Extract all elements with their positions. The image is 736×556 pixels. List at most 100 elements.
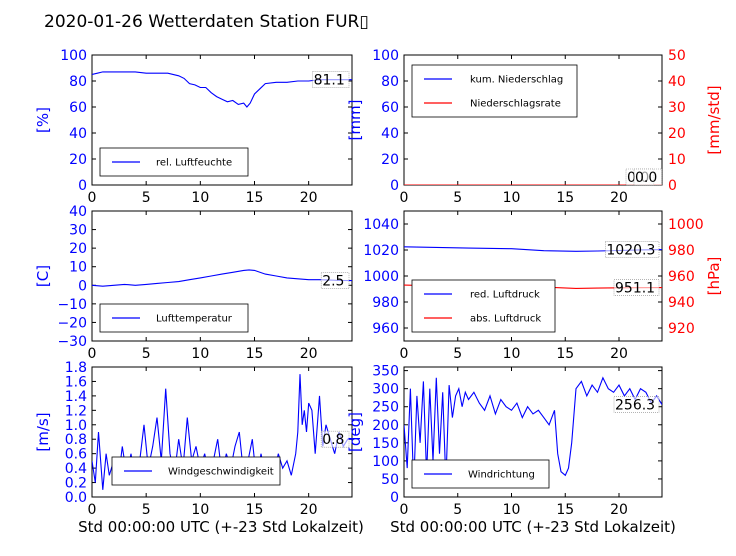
y-tick-label: 1.4 — [65, 389, 87, 405]
x-tick-label: 0 — [400, 346, 409, 362]
y-axis-label: [mm] — [346, 100, 364, 141]
y-tick-label: 200 — [372, 418, 399, 434]
value-annotation: 2.5 — [322, 274, 344, 290]
value-annotation-box — [613, 279, 660, 296]
y2-tick-label: 940 — [668, 295, 695, 311]
y2-tick-label: 960 — [668, 269, 695, 285]
y-tick-label: 1040 — [363, 217, 399, 233]
y-tick-label: 0.0 — [65, 490, 87, 506]
x-tick-label: 15 — [556, 502, 574, 518]
value-annotation-box — [312, 71, 350, 88]
x-tick-label: 20 — [610, 190, 628, 206]
x-tick-label: 0 — [88, 346, 97, 362]
y-tick-label: 250 — [372, 400, 399, 416]
y-tick-label: 30 — [69, 223, 87, 239]
x-axis-label-right: Std 00:00:00 UTC (+-23 Std Lokalzeit) — [390, 518, 676, 536]
x-tick-label: 10 — [191, 346, 209, 362]
x-tick-label: 20 — [610, 502, 628, 518]
series-line-1 — [92, 71, 352, 108]
legend-label: rel. Luftfeuchte — [156, 158, 232, 169]
y-tick-label: 1.6 — [65, 374, 87, 390]
x-tick-label: 15 — [246, 346, 264, 362]
y-tick-label: 0 — [390, 178, 399, 194]
legend-box — [99, 147, 249, 177]
y2-tick-label: 10 — [668, 152, 686, 168]
y-tick-label: 40 — [69, 204, 87, 220]
y-tick-label: 960 — [372, 321, 399, 337]
y-tick-label: 80 — [69, 74, 87, 90]
y-tick-label: 1.2 — [65, 403, 87, 419]
y2-tick-label: 50 — [668, 48, 686, 64]
x-tick-label: 0 — [400, 502, 409, 518]
y-tick-label: 0 — [390, 490, 399, 506]
y2-tick-label: 1000 — [668, 217, 704, 233]
panel-3: 0 5 10 15 20 −30 −20 −10 0 10 20 30 40 [C] Lufttempera… — [34, 204, 353, 362]
y-tick-label: 20 — [69, 152, 87, 168]
panel-2: 0 5 10 15 20 0 20 40 60 80 100 [mm] 0 10 20 30 40 50 [mm/s… — [346, 48, 723, 206]
y-tick-label: −20 — [57, 315, 87, 331]
y-tick-label: 1.0 — [65, 418, 87, 434]
y-tick-label: 350 — [372, 364, 399, 380]
value-annotation-box — [320, 430, 350, 448]
y-tick-label: 150 — [372, 436, 399, 452]
y-tick-label: 100 — [372, 48, 399, 64]
x-tick-label: 5 — [142, 190, 151, 206]
legend-label: Windrichtung — [468, 470, 535, 481]
y-tick-label: 1020 — [363, 243, 399, 259]
legend-box — [411, 279, 556, 333]
value-annotation: 951.1 — [615, 281, 655, 297]
y-tick-label: 40 — [381, 126, 399, 142]
y-tick-label: 20 — [381, 152, 399, 168]
y-tick-label: −30 — [57, 334, 87, 350]
y-tick-label: −10 — [57, 297, 87, 313]
y-tick-label: 60 — [69, 100, 87, 116]
y2-tick-label: 980 — [668, 243, 695, 259]
y-axis-label: [C] — [34, 265, 52, 287]
y2-tick-label: 920 — [668, 321, 695, 337]
legend-label: abs. Luftdruck — [470, 314, 541, 325]
panel-1: 0 5 10 15 20 0 20 40 60 80 100 [%] rel. Luftfeuchte 8… — [34, 48, 353, 206]
legend-label: kum. Niederschlag — [470, 75, 563, 86]
panel-4: 0 5 10 15 20 960 980 1000 1020 1040 920 940 960 980 10… — [363, 210, 723, 362]
x-tick-label: 20 — [300, 502, 318, 518]
value-annotation-box — [613, 396, 660, 413]
y-tick-label: 0.6 — [65, 447, 87, 463]
y-tick-label: 980 — [372, 295, 399, 311]
y-tick-label: 1000 — [363, 269, 399, 285]
y-tick-label: 0 — [78, 278, 87, 294]
y-axis-label: [m/s] — [34, 412, 52, 451]
y-tick-label: 0 — [78, 178, 87, 194]
y-tick-label: 0.2 — [65, 476, 87, 492]
x-tick-label: 15 — [246, 502, 264, 518]
x-tick-label: 10 — [191, 502, 209, 518]
y-tick-label: 0.8 — [65, 432, 87, 448]
value-annotation: 0.8 — [322, 432, 344, 448]
y-axis-label: [%] — [34, 107, 52, 133]
legend-label: red. Luftdruck — [470, 290, 540, 301]
value-annotation-box — [320, 272, 350, 289]
x-tick-label: 5 — [142, 346, 151, 362]
x-tick-label: 15 — [556, 190, 574, 206]
x-tick-label: 20 — [300, 346, 318, 362]
x-tick-label: 0 — [88, 502, 97, 518]
x-tick-label: 15 — [246, 190, 264, 206]
y2-tick-label: 30 — [668, 100, 686, 116]
x-tick-label: 10 — [503, 502, 521, 518]
y-tick-label: 10 — [69, 260, 87, 276]
x-axis-label-left: Std 00:00:00 UTC (+-23 Std Lokalzeit) — [78, 518, 364, 536]
legend-label: Lufttemperatur — [156, 314, 233, 325]
x-tick-label: 10 — [191, 190, 209, 206]
figure-title: 2020-01-26 Wetterdaten Station FUR▯ — [44, 12, 369, 32]
y-tick-label: 300 — [372, 382, 399, 398]
panel-5: 0 5 10 15 200.00.20.40.60.81.01.21.41.61.8[m… — [34, 360, 353, 518]
y-tick-label: 1.8 — [65, 360, 87, 376]
value-annotation: 0.0 — [635, 170, 657, 186]
series-line-1 — [92, 269, 352, 287]
legend-label: Windgeschwindigkeit — [168, 467, 274, 478]
y2-axis-label: [hPa] — [705, 257, 723, 296]
series-line-1 — [404, 376, 662, 487]
x-tick-label: 20 — [300, 190, 318, 206]
y-tick-label: 60 — [381, 100, 399, 116]
y2-tick-label: 20 — [668, 126, 686, 142]
panel-6: 0 5 10 15 20050100150200250300350[deg]Windri… — [346, 364, 663, 518]
